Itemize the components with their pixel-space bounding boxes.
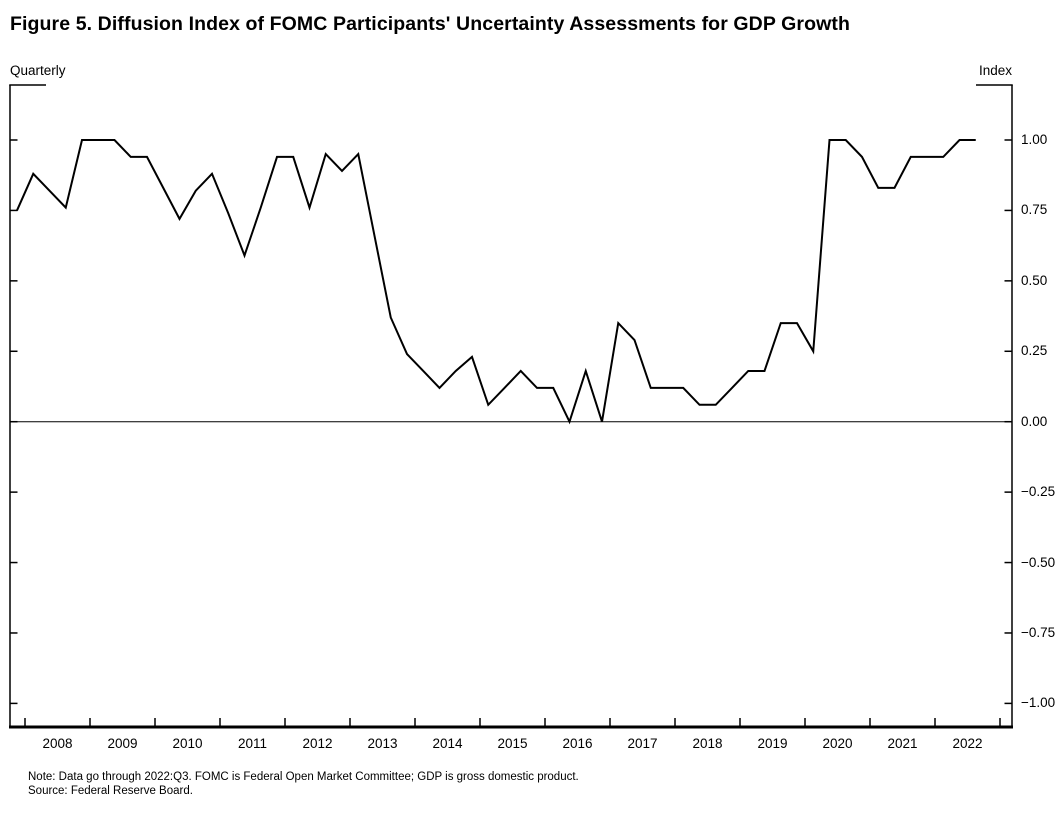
y-axis-tick-label: 0.25 (1021, 343, 1048, 359)
x-axis-year-label: 2011 (237, 736, 268, 751)
y-axis-tick-label: −0.25 (1021, 484, 1056, 500)
x-axis-year-label: 2017 (627, 736, 658, 751)
x-axis-year-label: 2022 (952, 736, 983, 751)
y-axis-tick-label: 0.50 (1021, 272, 1048, 288)
x-axis-year-label: 2014 (432, 736, 463, 751)
x-axis-year-label: 2009 (107, 736, 138, 751)
x-axis-year-label: 2013 (367, 736, 398, 751)
y-axis-tick-label: 0.75 (1021, 202, 1048, 218)
x-axis-year-label: 2018 (692, 736, 723, 751)
x-axis-year-label: 2015 (497, 736, 528, 751)
x-axis-year-label: 2010 (172, 736, 203, 751)
y-axis-tick-label: 0.00 (1021, 413, 1048, 429)
x-axis-year-label: 2020 (822, 736, 853, 751)
x-axis-year-label: 2021 (887, 736, 918, 751)
x-axis-year-label: 2019 (757, 736, 788, 751)
figure-notes: Note: Data go through 2022:Q3. FOMC is F… (28, 771, 579, 798)
x-axis-year-label: 2008 (42, 736, 73, 751)
y-axis-unit-label: Index (978, 63, 1012, 78)
y-axis-tick-label: −0.50 (1021, 554, 1056, 570)
y-axis-tick-label: −1.00 (1021, 695, 1056, 711)
chart-title: Figure 5. Diffusion Index of FOMC Partic… (10, 13, 850, 35)
data-line (16, 139, 976, 425)
x-axis-year-label: 2012 (302, 736, 333, 751)
y-axis-tick-label: 1.00 (1021, 132, 1048, 147)
y-axis-tick-label: −0.75 (1021, 624, 1056, 640)
source-line: Source: Federal Reserve Board. (28, 784, 193, 797)
frequency-label: Quarterly (10, 63, 66, 78)
note-line: Note: Data go through 2022:Q3. FOMC is F… (28, 771, 579, 783)
x-axis-year-label: 2016 (562, 736, 593, 751)
